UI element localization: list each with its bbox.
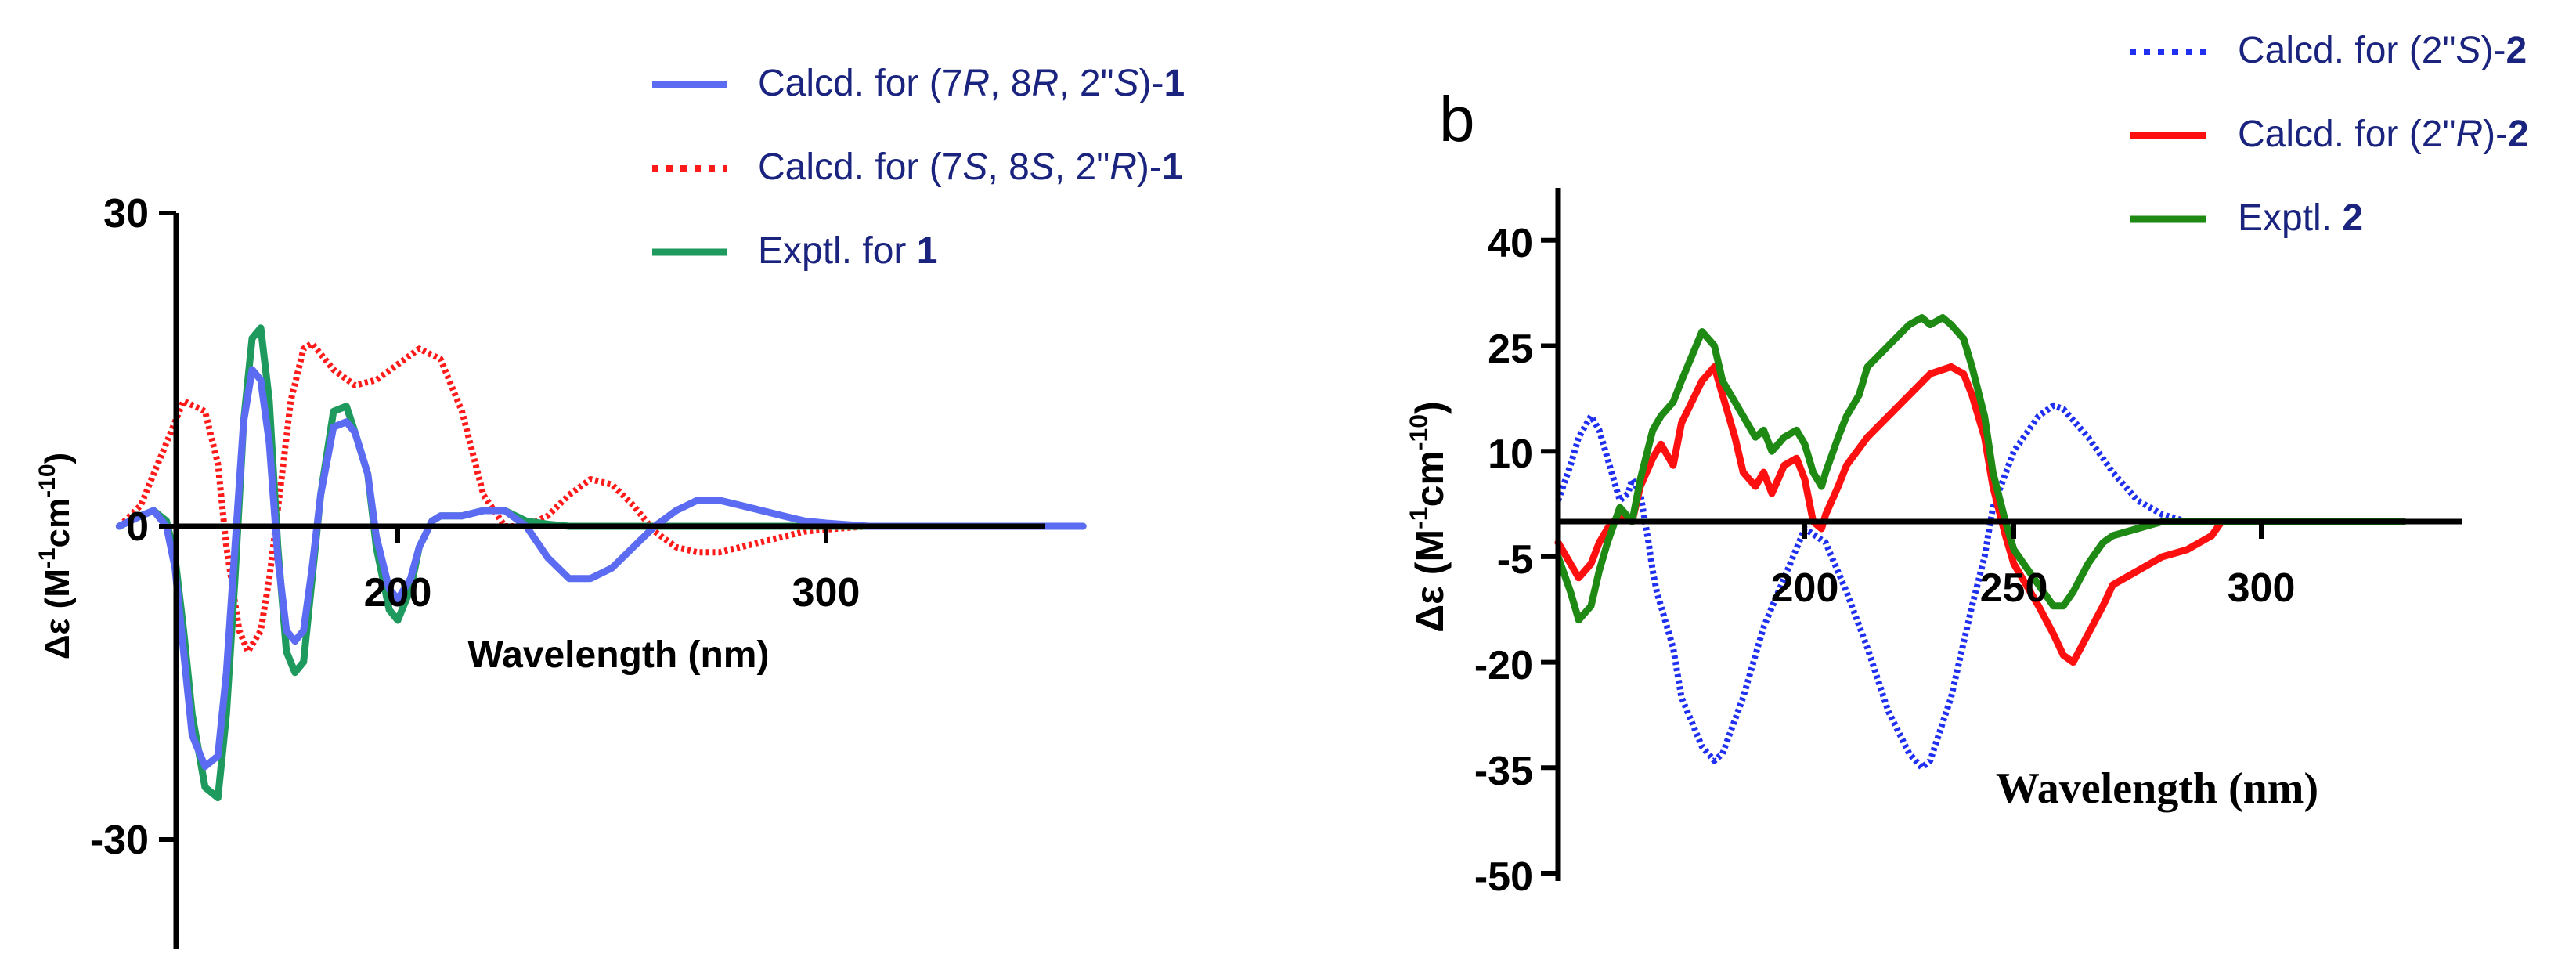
legend-label-a-green: Exptl. for 1	[758, 230, 937, 272]
legend-text-run: )-	[1139, 63, 1164, 104]
panel-b-ytick-label: 25	[1488, 327, 1533, 372]
legend-label-b-blue: Calcd. for (2"S)-2	[2238, 30, 2527, 71]
legend-text-run: 2	[2508, 114, 2529, 155]
legend-text-run: , 2"	[1059, 63, 1113, 104]
panel-a-series-group	[115, 324, 1087, 802]
panel-a-ytick-label: 0	[126, 504, 149, 550]
panel-b-series-group	[1554, 314, 2408, 771]
panel-b-xtick-label: 200	[1771, 565, 1839, 611]
panel-a-y-axis-label: Δε (M-1cm-10)	[34, 453, 77, 659]
legend-text-run: , 2"	[1055, 146, 1109, 188]
panel-b-ytick-label: -50	[1474, 854, 1533, 900]
legend-text-run: Calcd. for (2"	[2238, 114, 2455, 155]
panel-b-ytick-label: -5	[1497, 537, 1533, 583]
legend-text-run: Exptl.	[2238, 197, 2342, 239]
legend-text-run: , 8	[987, 146, 1029, 188]
ylabel-sup: -1	[1405, 507, 1433, 529]
panel-b-ytick-label: -35	[1474, 749, 1533, 794]
legend-text-run: S	[1030, 146, 1055, 188]
panel-b-label: b	[1439, 84, 1475, 155]
legend-text-run: )-	[1137, 146, 1162, 188]
legend-text-run: Calcd. for (7	[758, 63, 962, 104]
ylabel-sup: -10	[1405, 414, 1433, 450]
legend-text-run: 1	[917, 230, 938, 272]
panel-b-x-axis-label: Wavelength (nm)	[1996, 764, 2318, 813]
panel-a-chart: 30 0 -30 200 300 Wavelength (nm) Δε (M-1…	[34, 63, 1185, 949]
ylabel-sup: -1	[34, 547, 60, 569]
panel-b-xtick-label: 250	[1980, 565, 2048, 611]
panel-b-ticks	[1541, 237, 2264, 876]
panel-b-y-axis-label: Δε (M-1cm-10)	[1405, 401, 1452, 633]
series-line-b-red	[1554, 363, 2408, 666]
panel-a-ytick-label: 30	[103, 191, 149, 237]
legend-text-run: , 8	[990, 63, 1031, 104]
legend-text-run: 2	[2342, 197, 2363, 239]
legend-text-run: R	[1109, 146, 1137, 188]
legend-text-run: )-	[2480, 30, 2506, 71]
legend-text-run: 2	[2506, 30, 2527, 71]
panel-b-chart: b 40 25 10 -5 -20 -35 -50 200 250 300 Wa…	[1405, 30, 2529, 900]
legend-text-run: S	[962, 146, 987, 188]
panel-a-ytick-label: -30	[90, 818, 149, 863]
series-line-a-red	[117, 340, 1084, 655]
panel-a-x-axis-label: Wavelength (nm)	[468, 634, 770, 676]
panel-b-xtick-label: 300	[2228, 565, 2296, 611]
legend-text-run: )-	[2483, 114, 2508, 155]
panel-a-xtick-label: 300	[792, 570, 860, 616]
ylabel-main: Δε (M	[1408, 529, 1452, 633]
panel-b-ytick-label: 10	[1488, 432, 1533, 477]
ylabel-end: )	[1408, 401, 1452, 414]
legend-text-run: Calcd. for (7	[758, 146, 962, 188]
ylabel-mid: cm	[1408, 450, 1452, 507]
legend-text-run: Exptl. for	[758, 230, 917, 272]
ylabel-end: )	[38, 453, 77, 464]
legend-text-run: R	[2455, 114, 2483, 155]
series-line-a-blue	[115, 366, 1087, 771]
legend-text-run: S	[1114, 63, 1139, 104]
legend-text-run: R	[1031, 63, 1059, 104]
series-line-b-blue	[1555, 402, 2404, 771]
legend-text-run: Calcd. for (2"	[2238, 30, 2455, 71]
legend-label-a-blue: Calcd. for (7R, 8R, 2"S)-1	[758, 63, 1185, 104]
legend-label-b-red: Calcd. for (2"R)-2	[2238, 114, 2529, 155]
legend-text-run: 1	[1162, 146, 1183, 188]
legend-text-run: R	[962, 63, 990, 104]
series-line-b-green	[1554, 314, 2408, 624]
legend-text-run: 1	[1164, 63, 1185, 104]
panel-b-ytick-label: 40	[1488, 221, 1533, 266]
panel-b-ytick-label: -20	[1474, 643, 1533, 688]
legend-text-run: S	[2455, 30, 2480, 71]
ylabel-mid: cm	[38, 498, 77, 548]
panel-a-ticks	[159, 211, 828, 842]
panel-a-xtick-label: 200	[364, 570, 432, 616]
legend-label-b-green: Exptl. 2	[2238, 197, 2363, 239]
ylabel-main: Δε (M	[38, 569, 77, 659]
ylabel-sup: -10	[34, 464, 60, 497]
legend-label-a-red: Calcd. for (7S, 8S, 2"R)-1	[758, 146, 1183, 188]
